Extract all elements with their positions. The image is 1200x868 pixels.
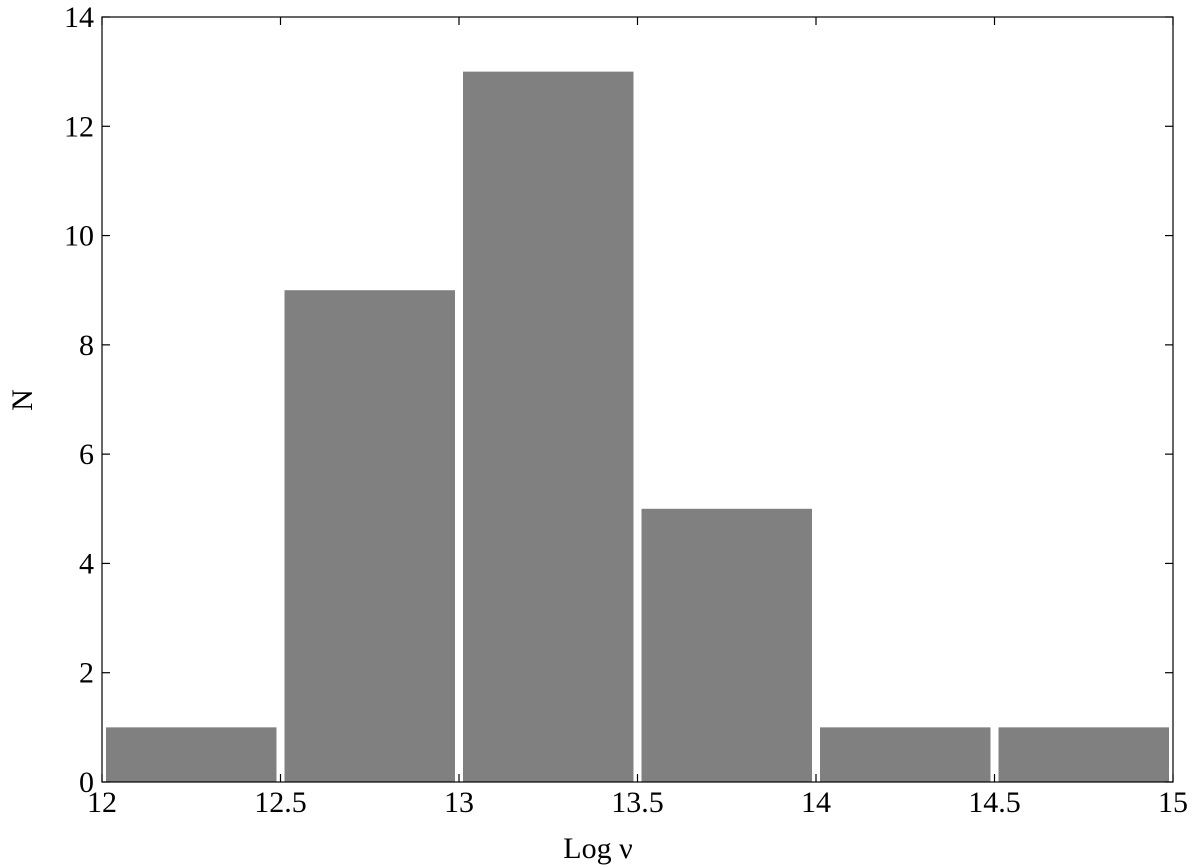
bar (998, 727, 1169, 782)
y-tick-label: 0 (79, 766, 94, 799)
x-tick-label: 14.5 (968, 786, 1021, 819)
y-tick-label: 10 (64, 220, 94, 253)
bar (106, 727, 277, 782)
x-tick-label: 13 (444, 786, 474, 819)
y-tick-label: 8 (79, 329, 94, 362)
x-tick-label: 13.5 (611, 786, 664, 819)
plot-frame (101, 16, 1174, 783)
bar (463, 71, 634, 782)
x-tick-label: 15 (1158, 786, 1188, 819)
y-tick-label: 14 (64, 1, 94, 34)
x-tick-label: 14 (801, 786, 831, 819)
x-axis-label: Log ν (563, 832, 632, 865)
bar (820, 727, 991, 782)
y-tick-label: 2 (79, 657, 94, 690)
y-tick-label: 4 (79, 547, 94, 580)
bar (284, 290, 455, 782)
x-tick-label: 12 (87, 786, 117, 819)
y-axis-label: N (6, 389, 39, 411)
x-tick-label: 12.5 (254, 786, 307, 819)
bar (641, 508, 812, 782)
y-tick-label: 12 (64, 110, 94, 143)
y-tick-label: 6 (79, 438, 94, 471)
